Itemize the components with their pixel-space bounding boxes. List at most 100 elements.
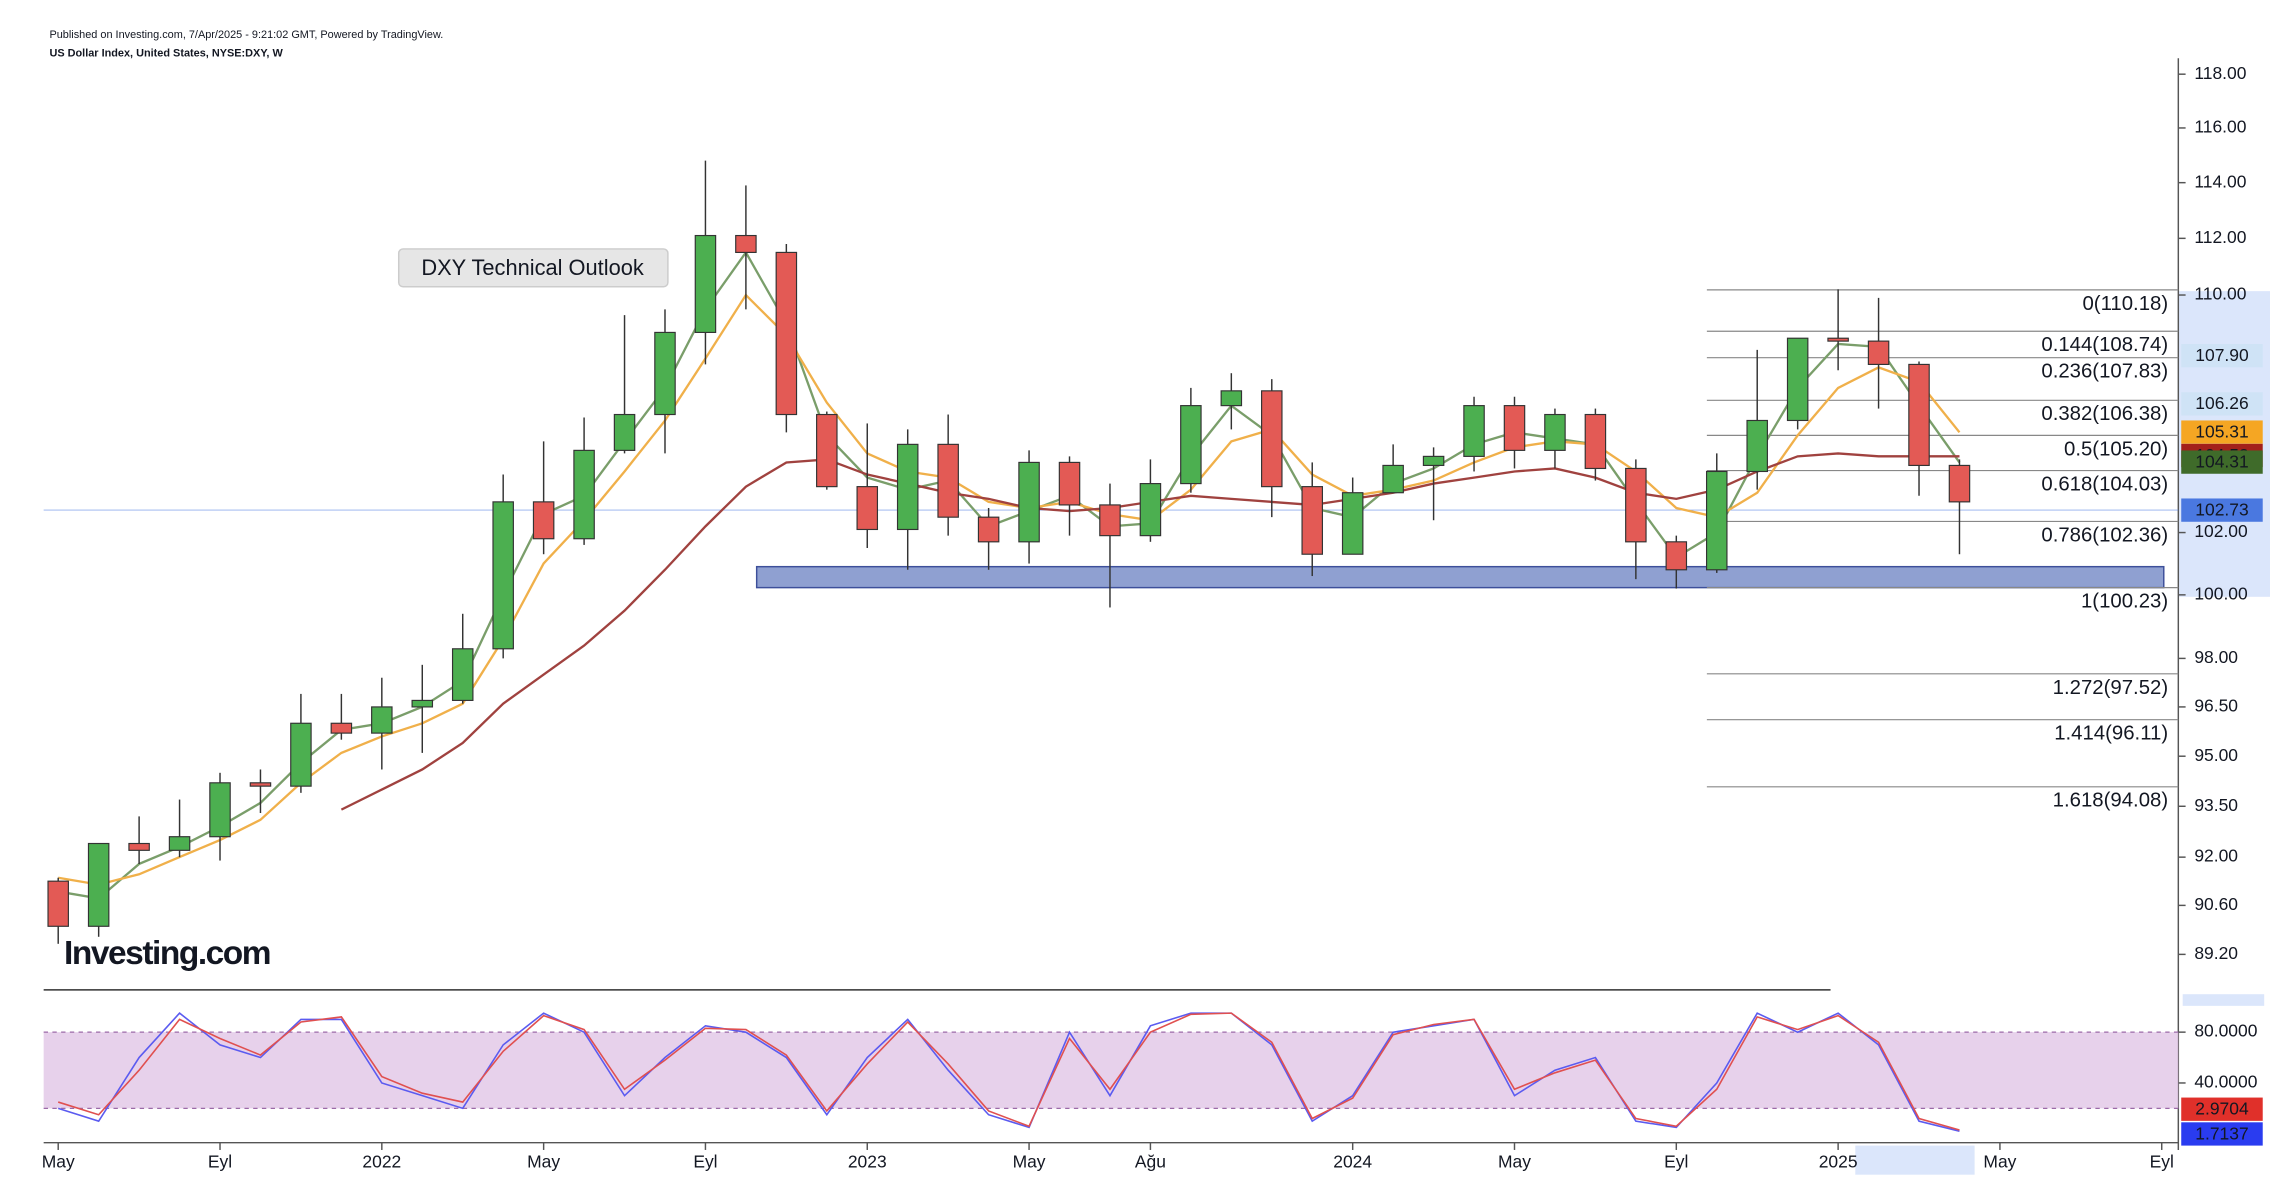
candle-body: [1139, 483, 1162, 537]
candle-body: [168, 836, 191, 851]
candle-body: [1503, 405, 1526, 451]
candle-body: [128, 842, 150, 851]
candle-body: [87, 842, 110, 927]
price-tag-label: 1.7137: [2195, 1123, 2248, 1143]
fib-label: 1.414(96.11): [2054, 723, 2168, 745]
candle-body: [249, 782, 272, 787]
x-tick-label: 2025: [1819, 1152, 1858, 1172]
candle-body: [573, 449, 595, 540]
line-series: [57, 1012, 1960, 1132]
price-tag: [2181, 392, 2263, 416]
candle-body: [1867, 340, 1890, 366]
candle-body: [1786, 337, 1809, 422]
price-tag-label: 106.26: [2195, 393, 2248, 413]
stoch-band: [43, 1032, 2179, 1109]
fib-label: 0.144(108.74): [2041, 334, 2168, 356]
candle-body: [1544, 413, 1566, 451]
candle-body: [937, 443, 959, 518]
price-tag-label: 107.90: [2195, 345, 2249, 365]
annotation: DXY Technical Outlook: [421, 255, 643, 280]
price-tag-label: 105.31: [2195, 421, 2248, 441]
x-tick-label: Ağu: [1135, 1152, 1166, 1172]
x-tick-label: May: [42, 1152, 75, 1172]
price-tag: [2181, 1097, 2263, 1121]
candle-body: [1908, 363, 1930, 467]
x-tick-label: May: [1013, 1152, 1046, 1172]
price-tag-label: 2.9704: [2195, 1099, 2249, 1119]
candle-body: [1301, 486, 1324, 555]
support-zone: [755, 565, 2165, 589]
candle-body: [1018, 461, 1040, 543]
y-tick-label: 90.60: [2194, 894, 2238, 914]
price-tag: [2181, 450, 2263, 474]
candle-body: [1584, 413, 1607, 470]
candle-body: [896, 443, 919, 531]
candle-body: [1382, 464, 1404, 494]
source-note: Published on Investing.com, 7/Apr/2025 -…: [49, 29, 443, 41]
candle-body: [1180, 405, 1202, 485]
x-tick-label: 2024: [1333, 1152, 1372, 1172]
price-tag-label: 104.31: [2195, 451, 2248, 471]
y-tick-label: 89.20: [2194, 943, 2238, 963]
axis-highlight: [1855, 1145, 1975, 1175]
price-tag: [2181, 1122, 2263, 1146]
y-tick-label: 100.00: [2194, 583, 2248, 603]
x-tick-label: 2023: [848, 1152, 887, 1172]
candle-body: [411, 699, 434, 708]
candle-body: [1827, 337, 1849, 342]
y-tick-label: 40.0000: [2194, 1072, 2257, 1092]
candle-body: [1058, 461, 1081, 506]
candle-body: [47, 880, 69, 927]
fib-label: 1(100.23): [2081, 591, 2168, 613]
candle-body: [816, 413, 838, 488]
candle-body: [735, 234, 757, 254]
candle-body: [532, 501, 555, 540]
candle-body: [209, 782, 231, 838]
y-tick-label: 95.00: [2194, 745, 2238, 765]
candle-body: [1463, 405, 1485, 457]
candle-body: [775, 251, 798, 416]
fib-label: 0(110.18): [2083, 293, 2169, 315]
candle-body: [371, 706, 393, 734]
candle-body: [1746, 419, 1768, 473]
fib-label: 0.382(106.38): [2041, 403, 2168, 425]
candle-body: [451, 648, 474, 701]
x-tick-label: May: [1498, 1152, 1531, 1172]
x-tick-label: Eyl: [208, 1152, 232, 1172]
y-tick-label: 80.0000: [2194, 1021, 2257, 1041]
x-tick-label: Eyl: [2150, 1152, 2174, 1172]
candle-body: [290, 722, 312, 787]
fib-label: 0.236(107.83): [2041, 361, 2168, 383]
y-tick-label: 110.00: [2194, 284, 2246, 304]
fib-label: 0.618(104.03): [2041, 473, 2168, 495]
x-tick-label: 2022: [362, 1152, 401, 1172]
chart-title: US Dollar Index, United States, NYSE:DXY…: [49, 48, 283, 60]
x-tick-label: May: [1983, 1152, 2016, 1172]
price-tag: [2181, 498, 2263, 522]
line-series: [58, 293, 1961, 886]
y-tick-label: 118.00: [2194, 63, 2246, 83]
price-tag-label: 102.73: [2195, 499, 2248, 519]
candle-body: [856, 486, 879, 531]
candle-body: [1261, 390, 1283, 488]
candle-body: [330, 722, 353, 734]
y-tick-label: 98.00: [2194, 647, 2238, 667]
x-tick-label: Eyl: [693, 1152, 717, 1172]
y-tick-label: 112.00: [2194, 227, 2246, 247]
candle-body: [1625, 467, 1647, 543]
fib-label: 0.786(102.36): [2041, 524, 2168, 546]
y-tick-label: 93.50: [2194, 795, 2238, 815]
candle-body: [1705, 470, 1728, 571]
x-tick-label: May: [527, 1152, 560, 1172]
y-tick-label: 116.00: [2194, 117, 2246, 137]
candle-body: [654, 331, 676, 416]
candle-body: [1422, 455, 1445, 467]
y-tick-label: 96.50: [2194, 696, 2238, 716]
y-tick-label: 114.00: [2194, 171, 2246, 191]
line-series: [57, 1012, 1960, 1131]
logo: Investing.com: [64, 935, 270, 972]
price-tag: [2181, 420, 2263, 444]
fib-label: 1.618(94.08): [2053, 790, 2168, 812]
